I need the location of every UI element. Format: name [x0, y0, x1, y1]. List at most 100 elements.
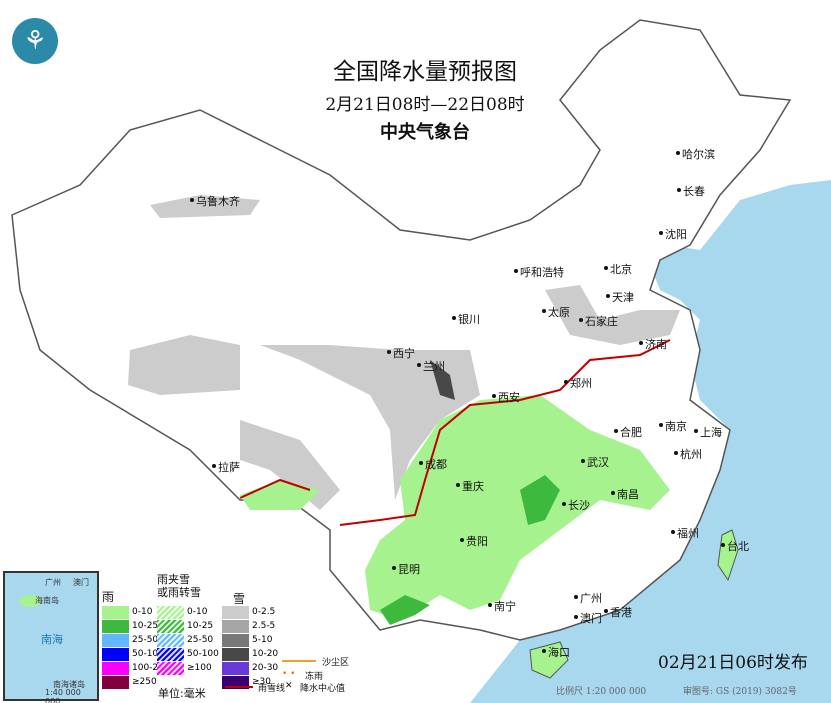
city-label: 太原	[542, 306, 570, 319]
city-label: 昆明	[392, 563, 420, 576]
city-label: 西安	[492, 391, 520, 404]
city-label: 福州	[671, 527, 699, 540]
city-label: 合肥	[614, 426, 642, 439]
legend-swatch-mixed	[157, 648, 184, 661]
rain-area-moderate-south	[380, 595, 430, 625]
legend-rain-title: 雨	[102, 590, 115, 604]
legend-label-snow: 2.5-5	[252, 621, 276, 631]
legend-swatch-rain	[102, 620, 129, 633]
footer-scale: 比例尺 1:20 000 000	[556, 687, 647, 697]
south-china-sea-inset: 广州 澳门 海南岛 南海 南海诸岛 1:40 000 000	[3, 571, 99, 703]
legend-swatch-mixed	[157, 620, 184, 633]
legend-label-rain: 25-50	[132, 635, 159, 645]
city-label: 哈尔滨	[676, 148, 715, 161]
inset-hainan	[19, 595, 41, 607]
city-label: 南昌	[611, 488, 639, 501]
snow-area-qinghai	[260, 345, 480, 500]
freezing-rain-icon: • •	[282, 669, 296, 679]
city-label: 长春	[677, 185, 705, 198]
legend-swatch-snow	[222, 676, 249, 689]
legend-swatch-mixed	[157, 662, 184, 675]
city-label: 呼和浩特	[514, 266, 564, 279]
city-label: 长沙	[562, 499, 590, 512]
city-label: 贵阳	[460, 535, 488, 548]
legend-swatch-snow	[222, 606, 249, 619]
city-label: 天津	[606, 291, 634, 304]
city-label: 成都	[419, 458, 447, 471]
legend-label-rain: ≥250	[132, 677, 157, 687]
legend-symbol-label: 冻雨	[305, 672, 324, 682]
issue-time: 02月21日06时发布	[658, 653, 808, 673]
legend-swatch-rain	[102, 676, 129, 689]
legend-label-mixed: 25-50	[187, 635, 214, 645]
legend-symbol-label: 沙尘区	[322, 658, 350, 668]
hainan	[529, 641, 569, 679]
snow-area-xinjiang	[150, 195, 260, 218]
legend-label-rain: 50-100	[132, 649, 164, 659]
city-label: 济南	[639, 338, 667, 351]
legend-label-snow: ≥30	[252, 677, 271, 687]
rain-snow-line-symbol	[225, 686, 253, 688]
footer-map-number: 审图号: GS (2019) 3082号	[683, 687, 797, 697]
city-label: 郑州	[564, 377, 592, 390]
legend-label-snow: 20-30	[252, 663, 279, 673]
forecast-period: 2月21日08时—22日08时	[325, 95, 525, 115]
legend-label-snow: 0-2.5	[252, 607, 276, 617]
legend-label-mixed: 0-10	[187, 607, 208, 617]
legend-swatch-rain	[102, 648, 129, 661]
sea	[470, 180, 831, 703]
snow-area-north	[545, 285, 680, 345]
legend-swatch-snow	[222, 648, 249, 661]
city-label: 台北	[721, 540, 749, 553]
city-label: 香港	[604, 606, 632, 619]
city-label: 海口	[542, 646, 570, 659]
legend-label-snow: 5-10	[252, 635, 273, 645]
legend-swatch-snow	[222, 634, 249, 647]
legend-label-rain: 0-10	[132, 607, 153, 617]
city-label: 上海	[694, 426, 722, 439]
legend-label-mixed: 50-100	[187, 649, 219, 659]
snow-area-tibet	[240, 420, 340, 510]
legend-swatch-rain	[102, 606, 129, 619]
precip-center-icon: ✕	[285, 681, 293, 691]
legend-label-rain: 100-250	[132, 663, 170, 673]
inset-scale: 1:40 000 000	[45, 688, 81, 703]
legend-swatch-snow	[222, 620, 249, 633]
legend-swatch-mixed	[157, 606, 184, 619]
city-label: 重庆	[456, 480, 484, 493]
city-label: 西宁	[387, 347, 415, 360]
legend-swatch-snow	[222, 662, 249, 675]
legend-swatch-rain	[102, 634, 129, 647]
legend-label-mixed: ≥100	[187, 663, 212, 673]
city-label: 沈阳	[659, 228, 687, 241]
rain-area-moderate	[520, 475, 560, 525]
legend-label-mixed: 10-25	[187, 621, 214, 631]
city-label: 乌鲁木齐	[190, 195, 240, 208]
rain-snow-line	[239, 339, 671, 526]
taiwan	[717, 529, 739, 582]
legend-swatch-rain	[102, 662, 129, 675]
legend-swatch-mixed	[157, 634, 184, 647]
snow-area-plateau	[128, 335, 240, 395]
legend-label-rain: 10-25	[132, 621, 159, 631]
legend-label-snow: 10-20	[252, 649, 279, 659]
inset-label: 广州	[45, 578, 61, 587]
city-label: 南宁	[488, 600, 516, 613]
legend-symbol-label: 降水中心值	[300, 684, 346, 694]
city-label: 北京	[604, 263, 632, 276]
city-label: 武汉	[581, 456, 609, 469]
city-label: 银川	[452, 313, 480, 326]
inset-label: 海南岛	[35, 596, 59, 605]
city-label: 澳门	[574, 612, 602, 625]
map-title: 全国降水量预报图	[333, 59, 517, 85]
legend-snow-title: 雪	[233, 592, 246, 606]
city-label: 南京	[659, 420, 687, 433]
city-label: 拉萨	[212, 461, 240, 474]
snow-area-heavy	[430, 360, 455, 400]
city-label: 兰州	[417, 360, 445, 373]
inset-label: 南海	[41, 633, 63, 646]
inset-label: 澳门	[73, 578, 89, 587]
organization: 中央气象台	[380, 122, 470, 143]
rain-area-light	[365, 395, 670, 620]
city-label: 石家庄	[579, 315, 618, 328]
